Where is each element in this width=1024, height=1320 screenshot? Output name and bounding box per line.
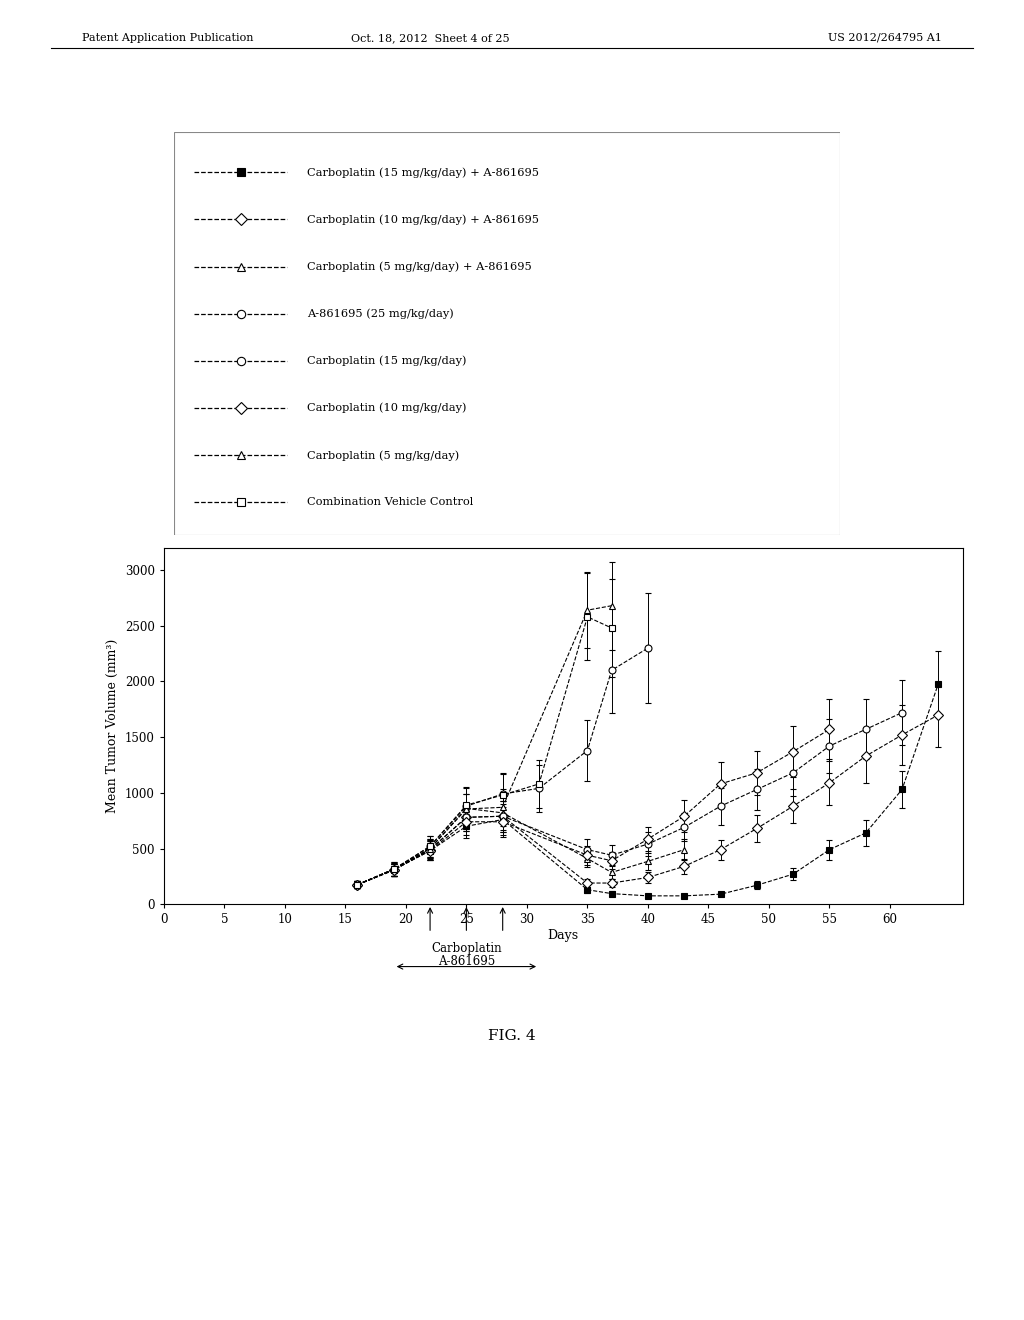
Text: Combination Vehicle Control: Combination Vehicle Control xyxy=(307,498,473,507)
Text: Carboplatin (15 mg/kg/day) + A-861695: Carboplatin (15 mg/kg/day) + A-861695 xyxy=(307,166,540,178)
Text: Oct. 18, 2012  Sheet 4 of 25: Oct. 18, 2012 Sheet 4 of 25 xyxy=(351,33,509,44)
Text: Carboplatin (5 mg/kg/day): Carboplatin (5 mg/kg/day) xyxy=(307,450,460,461)
Text: US 2012/264795 A1: US 2012/264795 A1 xyxy=(828,33,942,44)
Y-axis label: Mean Tumor Volume (mm³): Mean Tumor Volume (mm³) xyxy=(106,639,119,813)
X-axis label: Days: Days xyxy=(548,929,579,942)
Text: Carboplatin (10 mg/kg/day) + A-861695: Carboplatin (10 mg/kg/day) + A-861695 xyxy=(307,214,540,224)
FancyBboxPatch shape xyxy=(174,132,840,535)
Text: Carboplatin (5 mg/kg/day) + A-861695: Carboplatin (5 mg/kg/day) + A-861695 xyxy=(307,261,531,272)
Text: A-861695 (25 mg/kg/day): A-861695 (25 mg/kg/day) xyxy=(307,309,454,319)
Text: Carboplatin (10 mg/kg/day): Carboplatin (10 mg/kg/day) xyxy=(307,403,467,413)
Text: A-861695: A-861695 xyxy=(438,956,495,969)
Text: FIG. 4: FIG. 4 xyxy=(488,1030,536,1043)
Text: Carboplatin (15 mg/kg/day): Carboplatin (15 mg/kg/day) xyxy=(307,355,467,366)
Text: Patent Application Publication: Patent Application Publication xyxy=(82,33,253,44)
Text: Carboplatin: Carboplatin xyxy=(431,942,502,956)
